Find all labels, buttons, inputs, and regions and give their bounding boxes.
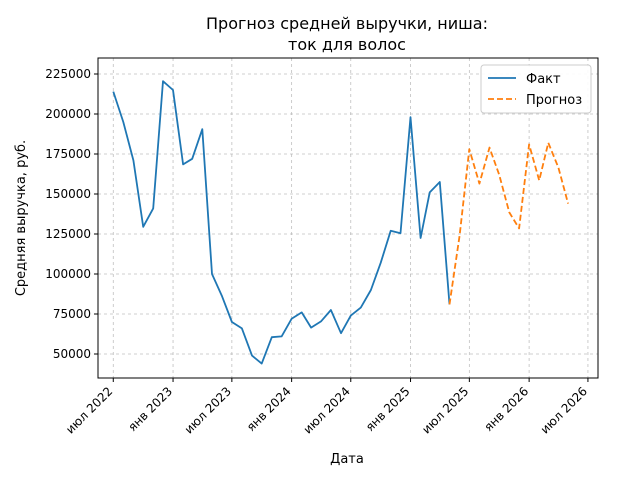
chart-title-line2: ток для волос	[288, 35, 406, 54]
x-tick-label: янв 2023	[125, 384, 175, 434]
legend: Факт Прогноз	[480, 64, 592, 114]
x-tick-label: янв 2026	[481, 384, 531, 434]
x-tick-label: янв 2025	[363, 384, 413, 434]
series-line-actual	[112, 80, 451, 365]
x-tick-label: июл 2024	[301, 384, 353, 436]
y-tick-label: 175000	[45, 147, 91, 161]
x-tick-label: июл 2025	[419, 384, 471, 436]
legend-label-actual: Факт	[526, 72, 561, 87]
y-tick-label: 225000	[45, 67, 91, 81]
x-tick-label: июл 2023	[182, 384, 234, 436]
y-tick-label: 200000	[45, 107, 91, 121]
legend-box	[480, 64, 592, 114]
series-layer	[112, 80, 569, 365]
x-axis-label: Дата	[330, 452, 364, 467]
legend-label-forecast: Прогноз	[526, 93, 582, 108]
series-line-forecast	[448, 141, 569, 305]
y-tick-label: 125000	[45, 227, 91, 241]
plot-frame	[97, 57, 599, 379]
y-tick-label: 50000	[53, 347, 91, 361]
x-tick-label: июл 2022	[63, 384, 115, 436]
chart-title-line1: Прогноз средней выручки, ниша:	[206, 14, 488, 33]
y-tick-label: 150000	[45, 187, 91, 201]
x-tick-label: июл 2026	[538, 384, 590, 436]
y-axis-label: Средняя выручка, руб.	[14, 140, 29, 296]
y-tick-label: 75000	[53, 307, 91, 321]
y-axis-ticks: 50000 75000 100000 125000 150000 175000 200000…	[45, 67, 98, 361]
x-axis-ticks: июл 2022 янв 2023 июл 2023 янв 2024 июл 2024…	[63, 378, 590, 437]
x-tick-label: янв 2024	[244, 384, 294, 434]
y-tick-label: 100000	[45, 267, 91, 281]
